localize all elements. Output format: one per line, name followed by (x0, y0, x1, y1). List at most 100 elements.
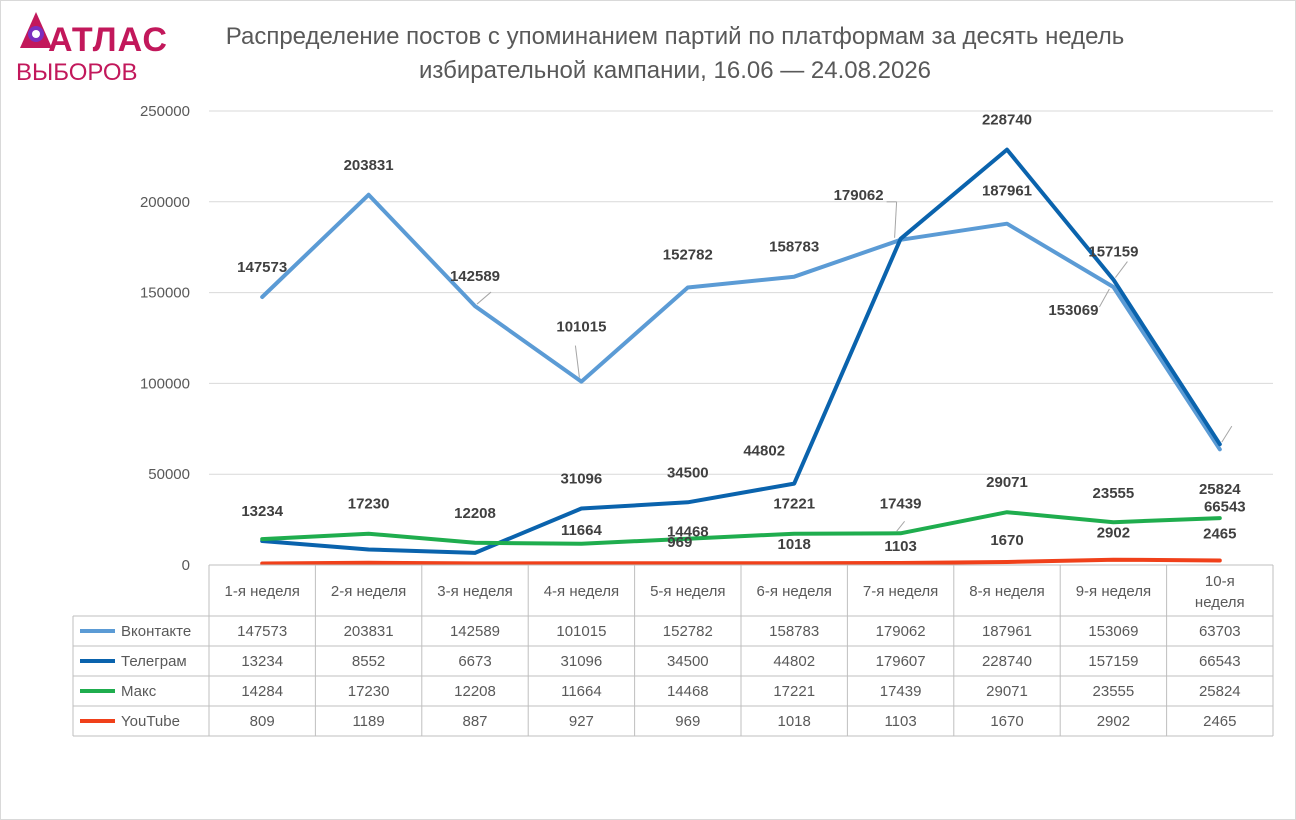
chart-title-line2: избирательной кампании, 16.06 — 24.08.20… (418, 57, 932, 84)
label-leader-line (1221, 425, 1233, 443)
y-tick-label: 0 (182, 557, 190, 574)
atlas-logo: АТЛАС ВЫБОРОВ (14, 10, 167, 88)
table-cell: 12208 (454, 683, 496, 700)
table-cell: 142589 (450, 623, 500, 640)
table-cell: 17221 (773, 683, 815, 700)
y-tick-label: 200000 (140, 194, 190, 211)
table-cell: 1103 (884, 713, 916, 730)
table-cell: 2902 (1097, 713, 1130, 730)
table-cell: 25824 (1199, 683, 1241, 700)
table-cell: 157159 (1088, 653, 1138, 670)
chart-title: Распределение постов с упоминанием парти… (150, 20, 1200, 88)
data-label: 23555 (1093, 485, 1135, 502)
data-label: 11664 (561, 522, 603, 539)
data-label: 203831 (344, 157, 394, 174)
table-cell: 17439 (880, 683, 922, 700)
table-header-cell: 5-я неделя (650, 583, 725, 600)
table-cell: 1670 (990, 713, 1023, 730)
data-label: 187961 (982, 183, 1032, 200)
table-cell: 14468 (667, 683, 709, 700)
table-cell: 203831 (344, 623, 394, 640)
data-label: 1018 (778, 536, 811, 553)
legend-entry: Макс (121, 683, 157, 700)
data-label: 101015 (556, 319, 606, 336)
table-cell: 179062 (876, 623, 926, 640)
table-cell: 29071 (986, 683, 1028, 700)
table-cell: 23555 (1093, 683, 1135, 700)
table-header-cell: 7-я неделя (863, 583, 938, 600)
data-label: 969 (667, 534, 692, 551)
table-header-cell: 9-я неделя (1076, 583, 1151, 600)
data-label: 17230 (348, 496, 390, 513)
legend-entry: Телеграм (121, 653, 187, 670)
table-cell: 13234 (241, 653, 283, 670)
table-cell: 927 (569, 713, 594, 730)
data-label: 34500 (667, 464, 709, 481)
table-cell: 6673 (458, 653, 491, 670)
y-tick-label: 50000 (148, 466, 190, 483)
label-leader-line (476, 291, 492, 305)
table-header-cell: 10-я (1205, 573, 1235, 590)
data-label: 14468 (667, 524, 709, 541)
table-header-cell: неделя (1195, 594, 1245, 611)
table-cell: 34500 (667, 653, 709, 670)
y-tick-label: 250000 (140, 103, 190, 120)
table-cell: 66543 (1199, 653, 1241, 670)
data-label: 1670 (990, 532, 1023, 549)
table-cell: 147573 (237, 623, 287, 640)
table-cell: 809 (250, 713, 275, 730)
table-cell: 1018 (778, 713, 811, 730)
chart-title-line1: Распределение постов с упоминанием парти… (225, 23, 1125, 50)
table-cell: 44802 (773, 653, 815, 670)
legend-entry: YouTube (121, 713, 180, 730)
data-label: 152782 (663, 247, 713, 264)
logo-text-bottom: ВЫБОРОВ (16, 59, 138, 86)
data-label: 228740 (982, 112, 1032, 129)
table-header-cell: 3-я неделя (437, 583, 512, 600)
table-cell: 17230 (348, 683, 390, 700)
table-cell: 969 (675, 713, 700, 730)
series-line-2 (260, 510, 1222, 546)
table-header-cell: 1-я неделя (224, 583, 299, 600)
label-leader-line (1115, 261, 1128, 278)
table-header-cell: 4-я неделя (544, 583, 619, 600)
data-label: 12208 (454, 505, 496, 522)
series-line-1 (260, 147, 1222, 555)
logo-text-top: АТЛАС (48, 21, 168, 59)
data-label: 147573 (237, 259, 287, 276)
label-leader-line (1098, 288, 1110, 308)
data-label: 2465 (1203, 526, 1236, 543)
table-header-cell: 2-я неделя (331, 583, 406, 600)
data-label: 153069 (1048, 302, 1098, 319)
data-label: 17439 (880, 495, 922, 512)
table-header-cell: 6-я неделя (756, 583, 831, 600)
data-label: 17221 (773, 496, 815, 513)
table-cell: 101015 (556, 623, 606, 640)
label-leader-line (574, 345, 580, 378)
table-cell: 228740 (982, 653, 1032, 670)
data-label: 1103 (884, 538, 917, 555)
data-label: 44802 (743, 443, 785, 460)
table-cell: 887 (462, 713, 487, 730)
series-line-0 (260, 192, 1222, 452)
table-cell: 14284 (241, 683, 283, 700)
data-label: 31096 (561, 471, 603, 488)
data-label: 25824 (1199, 481, 1241, 498)
table-cell: 152782 (663, 623, 713, 640)
data-label: 66543 (1204, 498, 1246, 515)
data-label: 158783 (769, 239, 819, 256)
series-line-3 (260, 557, 1222, 566)
legend-entry: Вконтакте (121, 623, 191, 640)
table-cell: 8552 (352, 653, 385, 670)
table-header-cell: 8-я неделя (969, 583, 1044, 600)
data-label: 29071 (986, 474, 1028, 491)
data-label: 142589 (450, 268, 500, 285)
table-cell: 63703 (1199, 623, 1241, 640)
table-cell: 2465 (1203, 713, 1236, 730)
data-label: 179062 (834, 187, 884, 204)
y-tick-label: 150000 (140, 285, 190, 302)
data-label: 157159 (1088, 244, 1138, 261)
table-cell: 158783 (769, 623, 819, 640)
data-label: 13234 (241, 503, 283, 520)
